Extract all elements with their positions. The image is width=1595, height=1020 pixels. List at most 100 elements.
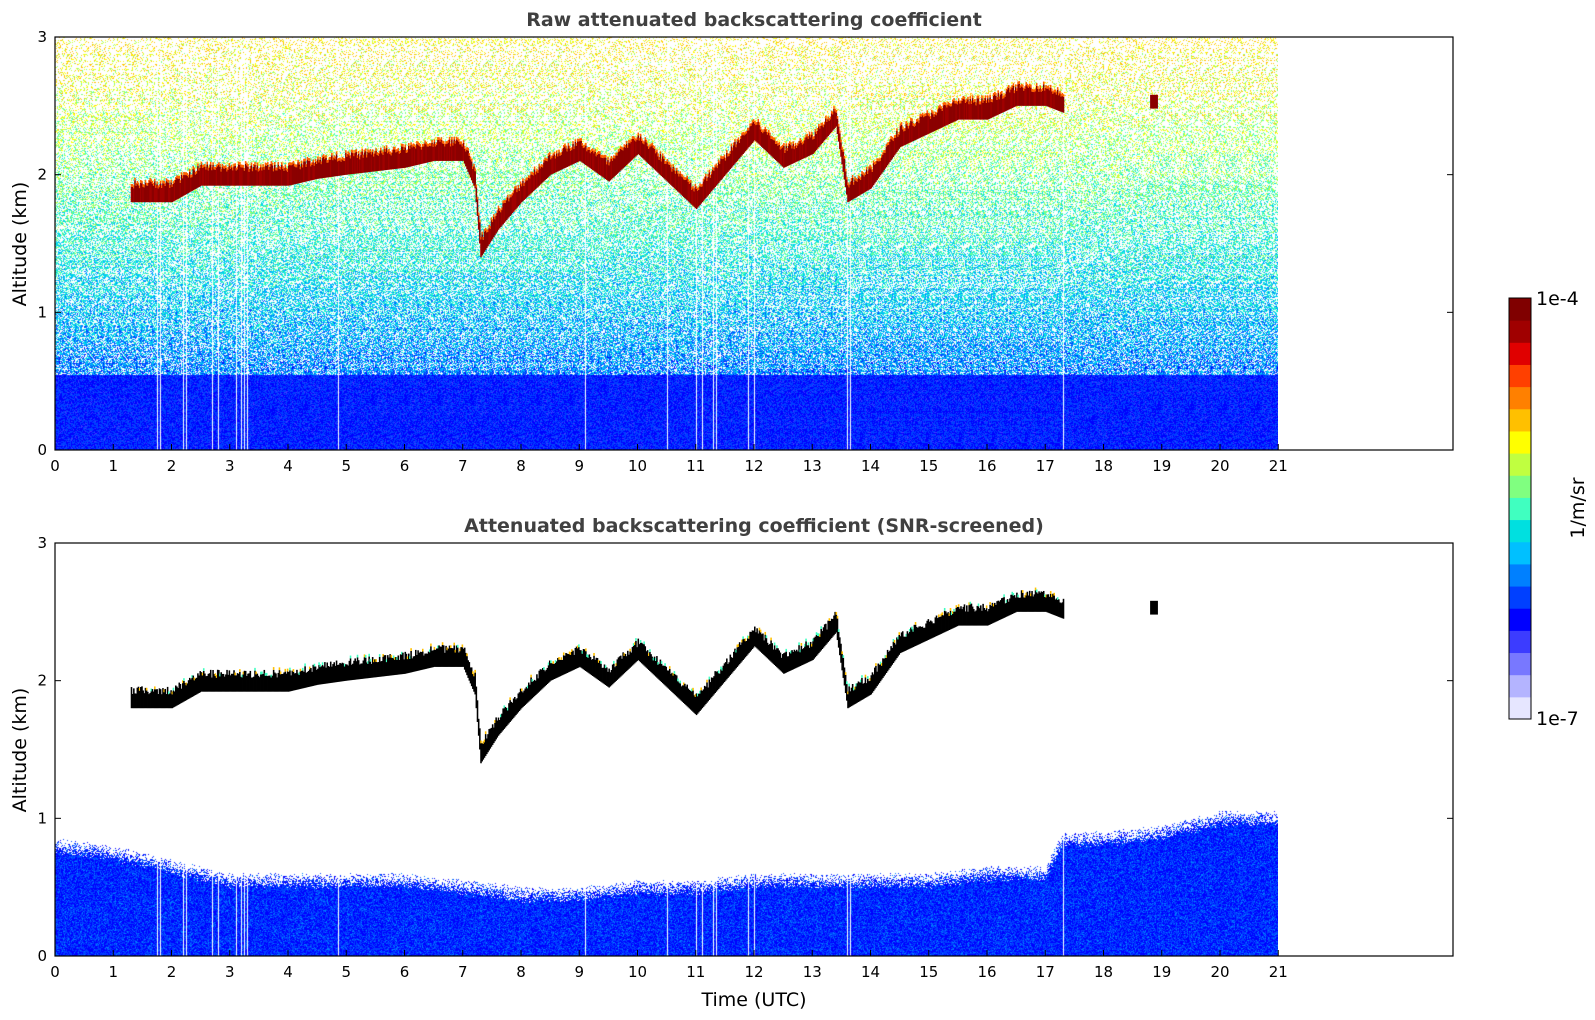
cloud-edge: [724, 157, 727, 161]
cloud-column: [472, 674, 474, 689]
cloud-column: [202, 167, 205, 186]
cloud-column: [726, 152, 728, 174]
y-tick-label: 0: [37, 441, 47, 459]
cloud-edge: [396, 657, 398, 660]
cloud-edge: [592, 148, 594, 151]
cloud-column: [299, 169, 302, 183]
cloud-column: [317, 668, 319, 685]
cloud-edge: [948, 102, 951, 106]
cloud-edge: [766, 131, 769, 135]
cloud-edge: [1021, 590, 1024, 593]
cloud-column: [747, 638, 749, 655]
cloud-column: [588, 149, 591, 168]
cloud-column: [183, 680, 185, 702]
cloud-column: [1046, 88, 1048, 107]
cloud-column: [504, 706, 507, 728]
x-tick-label: 4: [283, 457, 293, 475]
cloud-edge: [969, 96, 972, 99]
x-axis-label: Time (UTC): [700, 989, 806, 1011]
cloud-column: [191, 177, 193, 191]
cloud-column: [681, 685, 684, 702]
cloud-edge: [356, 155, 359, 158]
x-tick-label: 11: [686, 457, 705, 475]
cloud-column: [538, 670, 541, 692]
cloud-column: [179, 684, 182, 704]
cloud-edge: [184, 172, 186, 176]
cloud-column: [193, 170, 196, 190]
cloud-edge: [812, 136, 814, 140]
cloud-column: [802, 648, 805, 665]
cloud-column: [777, 145, 779, 163]
cloud-edge: [197, 163, 199, 167]
cloud-edge: [691, 688, 693, 692]
cloud-edge: [980, 101, 982, 105]
cloud-column: [418, 652, 421, 671]
cloud-edge: [861, 675, 863, 678]
cloud-column: [366, 662, 368, 679]
cloud-column: [265, 675, 268, 692]
cloud-column: [900, 632, 903, 653]
cloud-column: [830, 618, 833, 638]
cloud-column: [759, 129, 762, 146]
cloud-column: [452, 648, 454, 667]
cloud-column: [667, 164, 670, 183]
cloud-column: [360, 663, 362, 680]
cloud-column: [617, 152, 620, 173]
cloud-edge: [307, 158, 310, 161]
cloud-column: [995, 95, 997, 116]
cloud-edge: [340, 158, 342, 162]
cloud-column: [430, 646, 432, 668]
cloud-edge: [569, 148, 572, 151]
cloud-column: [593, 655, 595, 677]
cloud-column: [328, 666, 331, 684]
x-tick-label: 13: [803, 963, 822, 981]
cloud-edge: [875, 663, 877, 666]
cloud-edge: [693, 188, 695, 192]
cloud-column: [747, 130, 749, 149]
cloud-column: [310, 668, 312, 687]
cloud-column: [550, 663, 552, 681]
top-plot-area: [55, 37, 1278, 450]
cloud-column: [432, 650, 435, 668]
cloud-column: [643, 144, 645, 160]
cloud-edge: [461, 143, 464, 147]
cloud-column: [220, 171, 222, 186]
cloud-column: [659, 659, 662, 681]
cloud-edge: [773, 642, 776, 646]
cloud-column: [374, 153, 376, 172]
cloud-column: [495, 717, 497, 740]
cloud-edge: [1021, 84, 1024, 88]
x-tick-label: 12: [744, 963, 763, 981]
cloud-column: [364, 151, 367, 173]
cloud-edge: [800, 642, 803, 646]
cloud-edge: [269, 163, 271, 167]
cloud-column: [993, 602, 996, 623]
cloud-column: [361, 663, 363, 679]
cloud-column: [709, 177, 712, 193]
cloud-edge: [356, 654, 359, 658]
cloud-column: [166, 182, 169, 203]
cloud-column: [325, 157, 327, 178]
cloud-edge: [232, 167, 234, 171]
cloud-column: [512, 193, 515, 212]
x-tick-label: 14: [861, 457, 880, 475]
cloud-edge: [646, 143, 649, 147]
cloud-column: [575, 646, 578, 669]
cloud-edge: [634, 642, 636, 646]
cloud-edge: [576, 138, 579, 142]
cloud-column: [957, 100, 960, 120]
cloud-column: [1042, 84, 1045, 106]
cloud-edge: [906, 122, 909, 126]
cloud-column: [901, 631, 904, 653]
cloud-column: [276, 170, 278, 186]
cloud-column: [519, 688, 522, 710]
cloud-column: [566, 653, 568, 673]
cloud-column: [853, 184, 855, 199]
cloud-column: [138, 188, 141, 203]
cloud-edge: [741, 132, 743, 136]
cloud-edge: [842, 149, 845, 152]
cloud-column: [705, 686, 707, 705]
cloud-edge: [174, 177, 177, 180]
cloud-edge: [962, 95, 965, 99]
cloud-column: [693, 191, 695, 207]
